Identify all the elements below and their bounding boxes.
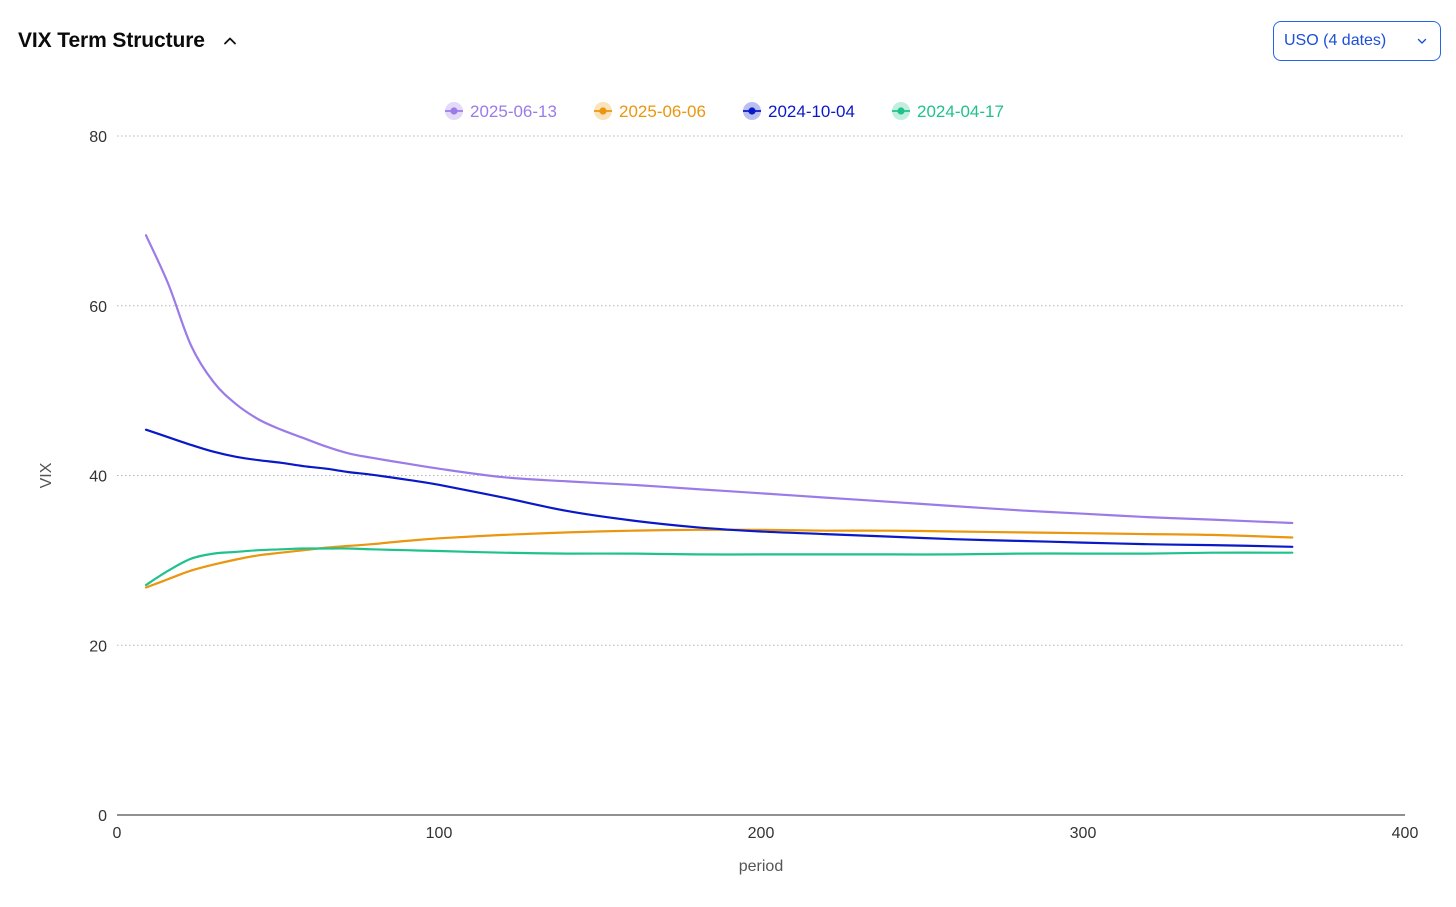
chevron-down-icon (1416, 35, 1428, 47)
y-gridlines (117, 135, 1405, 646)
legend-marker-dot (599, 107, 607, 115)
legend-item-2025-06-13[interactable]: 2025-06-13 (445, 102, 557, 121)
x-tick-label: 300 (1070, 825, 1097, 842)
x-tick-label: 100 (426, 825, 453, 842)
y-tick-label: 0 (98, 808, 107, 825)
legend: 2025-06-13 2025-06-06 2024-10-04 2024-04-17 (445, 102, 1004, 121)
x-tick-label: 400 (1392, 825, 1419, 842)
y-tick-label: 80 (89, 129, 107, 146)
series-line-2024-04-17 (144, 547, 1294, 587)
chevron-up-icon[interactable] (219, 30, 241, 52)
legend-item-2024-10-04[interactable]: 2024-10-04 (743, 102, 855, 121)
legend-item-2025-06-06[interactable]: 2025-06-06 (594, 102, 706, 121)
dataset-select[interactable]: USO (4 dates) (1273, 21, 1441, 61)
series-line-2024-10-04 (144, 428, 1294, 548)
y-axis-title: VIX (38, 462, 55, 488)
page-title: VIX Term Structure (18, 29, 205, 52)
legend-label: 2025-06-06 (619, 102, 706, 121)
panel-header: VIX Term Structure (18, 24, 241, 58)
legend-label: 2024-04-17 (917, 102, 1004, 121)
y-tick-label: 60 (89, 299, 107, 316)
series-line-2025-06-13 (144, 234, 1294, 525)
y-tick-label: 40 (89, 469, 107, 486)
dataset-select-label: USO (4 dates) (1284, 32, 1387, 49)
legend-item-2024-04-17[interactable]: 2024-04-17 (892, 102, 1004, 121)
series-line-2025-06-06 (144, 528, 1294, 589)
legend-label: 2025-06-13 (470, 102, 557, 121)
x-tick-label: 200 (748, 825, 775, 842)
x-axis-title: period (739, 858, 783, 875)
legend-marker-dot (897, 107, 905, 115)
legend-marker-dot (450, 107, 458, 115)
legend-label: 2024-10-04 (768, 102, 855, 121)
x-tick-label: 0 (113, 825, 122, 842)
legend-marker-dot (748, 107, 756, 115)
y-tick-label: 20 (89, 638, 107, 655)
